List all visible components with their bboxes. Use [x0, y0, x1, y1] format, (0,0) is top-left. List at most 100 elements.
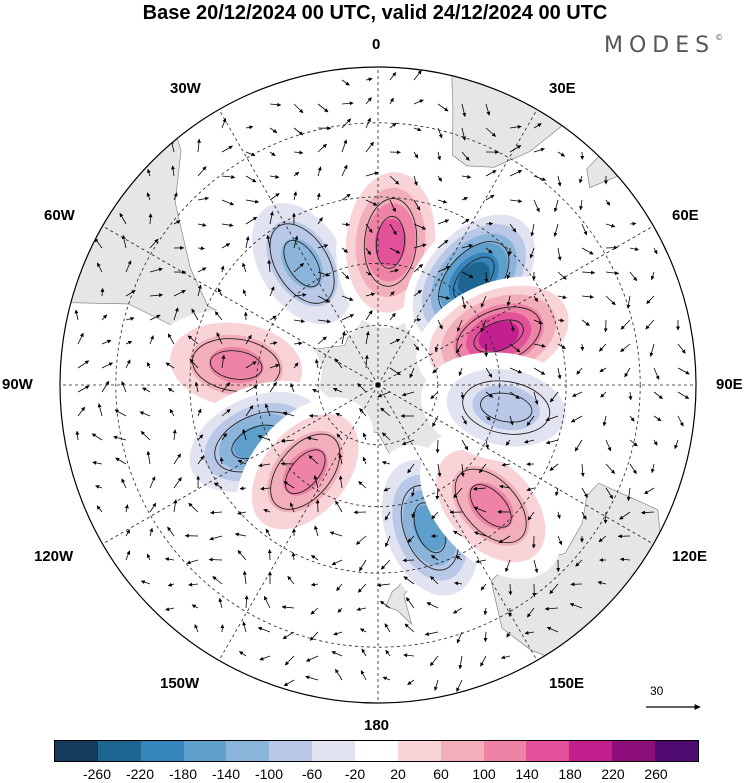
wind-vector	[221, 223, 234, 228]
wind-vector	[149, 267, 163, 273]
wind-vector	[317, 336, 327, 345]
wind-vector	[189, 358, 199, 369]
wind-vector	[646, 295, 655, 304]
wind-vector	[458, 655, 463, 670]
wind-vector	[125, 550, 131, 561]
wind-vector	[197, 166, 207, 177]
wind-vector	[533, 367, 546, 375]
wind-vector	[605, 439, 612, 452]
wind-vector	[435, 439, 440, 454]
wind-vector	[365, 292, 376, 297]
wind-vector	[317, 319, 331, 324]
wind-vector	[269, 363, 280, 369]
wind-vector	[267, 259, 272, 273]
wind-vector	[533, 147, 545, 153]
wind-vector	[506, 295, 511, 307]
wind-vector	[509, 145, 522, 153]
wind-vector	[557, 175, 562, 187]
wind-vector	[509, 223, 517, 233]
wind-vector	[505, 439, 511, 446]
wind-vector	[197, 246, 205, 251]
wind-vector	[146, 450, 151, 465]
wind-vector	[293, 127, 304, 136]
wind-vector	[629, 247, 639, 252]
wind-vector	[581, 487, 588, 498]
wind-vector	[530, 223, 535, 237]
wind-vector	[187, 335, 199, 345]
wind-vector	[115, 457, 127, 465]
wind-vector	[337, 607, 343, 613]
wind-vector	[576, 367, 583, 375]
wind-vector	[208, 557, 223, 562]
wind-vector	[312, 388, 319, 393]
wind-vector	[142, 387, 151, 393]
wind-vector	[485, 415, 491, 421]
wind-vector	[480, 583, 487, 591]
wind-vector	[263, 508, 271, 513]
wind-vector	[335, 412, 343, 417]
wind-vector	[526, 607, 535, 618]
wind-vector	[557, 151, 566, 157]
wind-vector	[389, 97, 394, 105]
wind-vector	[581, 511, 587, 520]
wind-vector	[509, 319, 515, 332]
wind-vector	[410, 487, 415, 497]
wind-vector	[333, 631, 343, 636]
wind-vector	[283, 679, 295, 687]
wind-vector	[365, 310, 373, 321]
wind-vector	[677, 415, 684, 427]
wind-vector	[293, 263, 304, 273]
wind-vector	[484, 271, 489, 283]
wind-vector	[461, 151, 470, 161]
wind-vector	[389, 268, 399, 273]
wind-vector	[626, 295, 631, 309]
wind-vector	[245, 199, 260, 204]
wind-vector	[411, 511, 416, 519]
wind-vector	[499, 484, 511, 489]
wind-vector	[509, 170, 523, 177]
wind-vector	[191, 308, 199, 321]
wind-vector	[389, 175, 400, 185]
wind-vector	[403, 653, 415, 658]
wind-vector	[461, 103, 467, 117]
wind-vector	[629, 415, 635, 422]
wind-vector	[313, 475, 319, 489]
wind-vector	[317, 143, 327, 153]
wind-vector	[377, 391, 391, 398]
wind-vector	[533, 295, 539, 302]
wind-vector	[264, 403, 271, 417]
streamline	[480, 392, 533, 423]
wind-vector	[430, 576, 439, 585]
wind-vector	[509, 199, 523, 204]
wind-vector	[389, 122, 397, 129]
wind-vector	[167, 387, 175, 393]
wind-vector	[389, 199, 396, 213]
wind-vector	[245, 385, 258, 393]
wind-vector	[553, 223, 559, 237]
wind-vector	[581, 270, 596, 275]
wind-vector	[401, 391, 415, 397]
wind-vector	[598, 535, 607, 543]
wind-vector	[281, 605, 295, 610]
wind-vector	[533, 343, 546, 348]
wind-vector	[359, 407, 367, 417]
colorbar-tick-label: 260	[644, 766, 668, 782]
wind-vector	[380, 407, 391, 417]
wind-vector	[331, 651, 343, 657]
wind-vector	[570, 415, 583, 423]
wind-vector	[549, 463, 559, 471]
wind-vector	[114, 409, 127, 417]
wind-vector	[556, 511, 561, 519]
label-90w: 90W	[2, 376, 33, 393]
wind-vector	[293, 292, 307, 297]
wind-vector	[620, 319, 631, 330]
wind-vector	[605, 487, 614, 500]
wind-vector	[213, 482, 223, 489]
wind-vector	[605, 463, 615, 474]
wind-vector	[293, 103, 304, 114]
wind-vector	[287, 575, 295, 585]
colorbar-tick-label: -140	[211, 766, 241, 782]
wind-vector	[629, 271, 638, 282]
wind-vector	[453, 530, 463, 537]
wind-vector	[335, 500, 343, 513]
